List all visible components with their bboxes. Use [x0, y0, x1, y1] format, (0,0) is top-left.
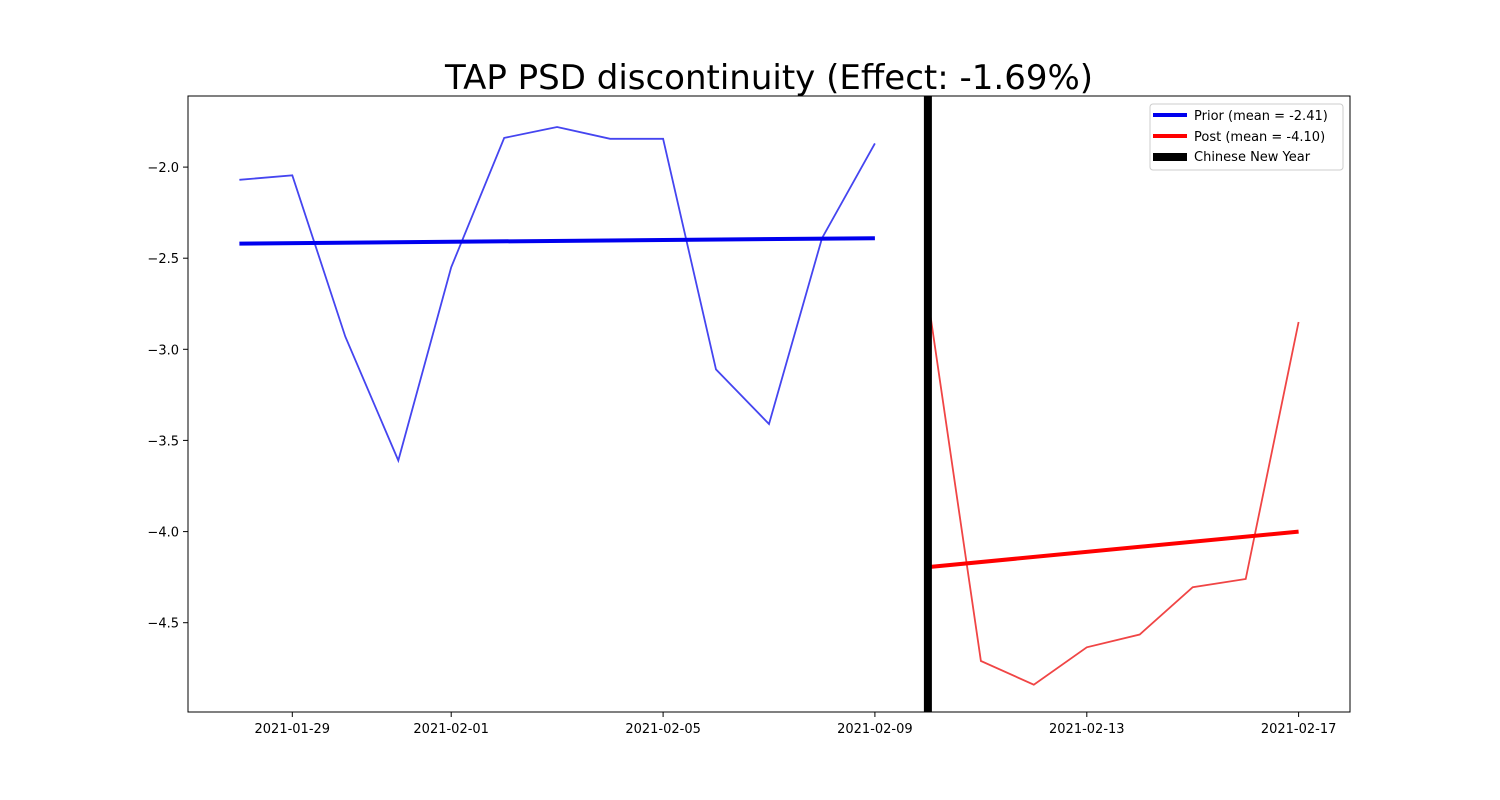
x-axis: 2021-01-29 2021-02-01 2021-02-05 2021-02-09… [255, 712, 1337, 737]
trend-line-prior [239, 236, 875, 246]
legend: Prior (mean = -2.41) Post (mean = -4.10)… [1149, 103, 1344, 171]
y-tick-label: −4.0 [147, 526, 179, 541]
plot-area [239, 96, 1300, 712]
x-tick-label: 2021-02-01 [413, 722, 489, 737]
plot-frame [187, 95, 1351, 713]
series-line-post [927, 298, 1300, 686]
series-line-prior [239, 126, 876, 464]
y-tick-label: −2.0 [147, 161, 179, 176]
x-tick-label: 2021-02-17 [1261, 722, 1337, 737]
x-tick-label: 2021-01-29 [255, 722, 331, 737]
y-tick-label: −2.5 [147, 252, 179, 267]
legend-label-prior: Prior (mean = -2.41) [1194, 109, 1328, 124]
legend-label-post: Post (mean = -4.10) [1194, 130, 1325, 145]
x-tick-label: 2021-02-05 [625, 722, 701, 737]
x-tick-label: 2021-02-09 [837, 722, 913, 737]
y-tick-label: −3.0 [147, 343, 179, 358]
chart-title: TAP PSD discontinuity (Effect: -1.69%) [444, 58, 1093, 98]
legend-label-chinese-new-year: Chinese New Year [1194, 150, 1311, 165]
x-tick-label: 2021-02-13 [1049, 722, 1125, 737]
legend-box [1149, 103, 1344, 171]
y-axis: −2.0 −2.5 −3.0 −3.5 −4.0 −4.5 [147, 161, 188, 632]
y-tick-label: −4.5 [147, 617, 179, 632]
trend-line-post [927, 529, 1299, 570]
y-tick-label: −3.5 [147, 434, 179, 449]
